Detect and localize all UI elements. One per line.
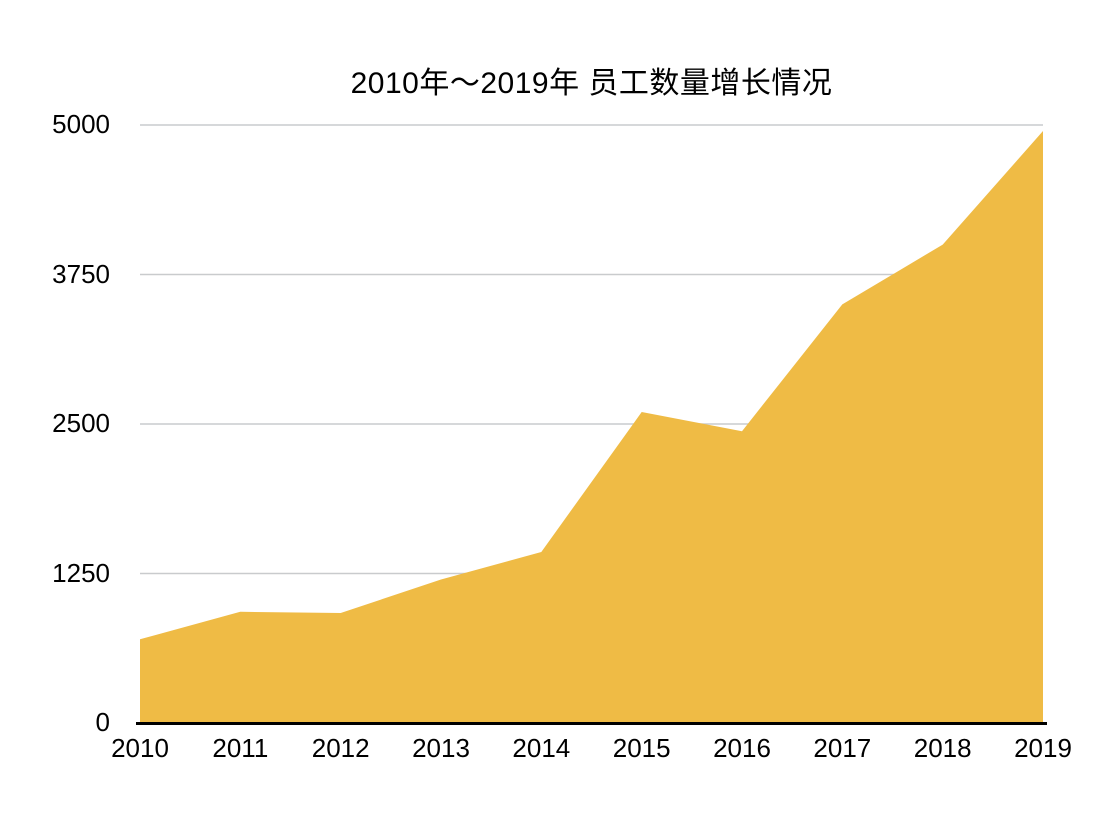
- area-series-employee-count: [140, 131, 1043, 723]
- x-axis-line: [136, 722, 1047, 725]
- chart-title: 2010年～2019年 员工数量增长情况: [350, 67, 833, 100]
